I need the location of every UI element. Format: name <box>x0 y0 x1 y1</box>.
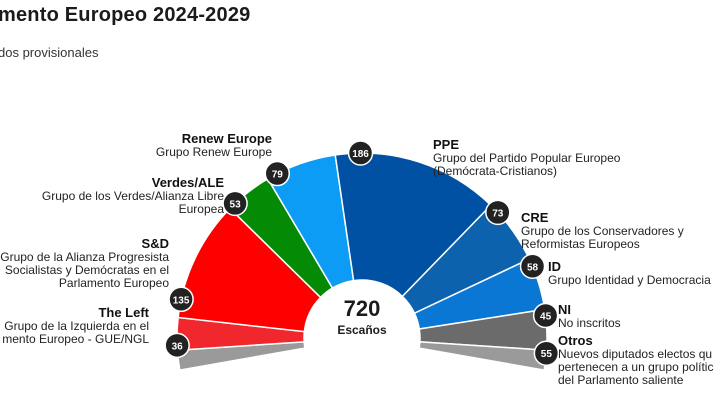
seat-count-otros: 55 <box>541 349 553 360</box>
label-cre: CRE Grupo de los Conservadores y Reformist… <box>521 210 684 251</box>
seat-badge-ppe <box>347 140 374 166</box>
seat-badge-renew <box>264 160 291 187</box>
seat-count-renew: 79 <box>272 170 284 181</box>
label-ni: NI No inscritos <box>558 302 621 330</box>
seat-badge-id <box>519 253 546 280</box>
segment-ppe <box>334 152 492 298</box>
seat-count-id: 58 <box>527 262 539 273</box>
seat-badge-left <box>164 332 190 359</box>
seat-badge-verdes <box>222 190 248 217</box>
seat-badge-ni <box>532 302 559 329</box>
seat-count-ni: 45 <box>540 311 552 322</box>
seat-count-cre: 73 <box>492 208 504 219</box>
label-renew: Renew Europe Grupo Renew Europe <box>155 131 272 159</box>
seat-count-sd: 135 <box>173 295 190 306</box>
seat-badge-cre <box>485 199 511 226</box>
label-sd: S&D Grupo de la Alianza Progresista Social… <box>0 236 169 290</box>
seat-count-ppe: 186 <box>352 149 369 160</box>
seat-badge-sd <box>168 286 194 313</box>
chart-subtitle: dos provisionales <box>0 45 99 60</box>
chart-title: mento Europeo 2024-2029 <box>0 4 251 26</box>
seat-count-left: 36 <box>172 341 184 352</box>
seat-count-verdes: 53 <box>230 199 242 210</box>
seat-badge-otros <box>533 340 560 366</box>
total-seats-label: Escaños <box>337 323 387 337</box>
label-verdes: Verdes/ALE Grupo de los Verdes/Alianza Li… <box>41 175 224 216</box>
label-ppe: PPE Grupo del Partido Popular Europeo (Dem… <box>433 137 621 178</box>
label-id: ID Grupo Identidad y Democracia <box>548 259 711 287</box>
label-otros: Otros Nuevos diputados electos qu pertenec… <box>558 333 714 387</box>
total-seats: 720 <box>343 296 381 321</box>
label-the-left: The Left Grupo de la Izquierda en el mento… <box>2 305 149 346</box>
